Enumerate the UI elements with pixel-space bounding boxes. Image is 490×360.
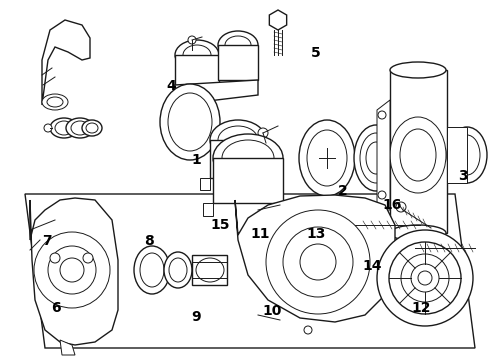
Circle shape [188,36,196,44]
Bar [210,140,266,178]
Ellipse shape [50,118,78,138]
Text: 13: 13 [306,227,326,241]
Text: 16: 16 [382,198,402,212]
Polygon shape [30,198,118,345]
Polygon shape [377,100,390,210]
Circle shape [411,264,439,292]
Circle shape [378,191,386,199]
Ellipse shape [366,142,386,174]
Text: 8: 8 [145,234,154,248]
Circle shape [347,220,357,230]
Text: 11: 11 [250,227,270,241]
Circle shape [304,326,312,334]
Polygon shape [235,195,395,322]
Ellipse shape [390,225,446,241]
Bar [175,55,219,85]
Ellipse shape [134,246,170,294]
Ellipse shape [169,258,187,282]
Circle shape [60,258,84,282]
Circle shape [377,230,473,326]
Polygon shape [25,194,475,348]
Ellipse shape [183,45,211,65]
Ellipse shape [168,93,212,151]
Text: 9: 9 [191,310,201,324]
Ellipse shape [354,125,398,191]
Circle shape [34,232,110,308]
Text: 15: 15 [211,218,230,232]
Ellipse shape [299,120,355,196]
Text: 10: 10 [262,305,282,318]
Bar [447,127,467,183]
Ellipse shape [210,120,266,160]
Ellipse shape [42,94,68,110]
Text: 6: 6 [51,301,61,315]
Ellipse shape [164,252,192,288]
Text: 12: 12 [412,301,431,315]
Text: 5: 5 [311,46,321,60]
Ellipse shape [47,97,63,107]
Circle shape [44,124,52,132]
Circle shape [50,253,60,263]
Circle shape [266,210,370,314]
Ellipse shape [82,120,102,136]
Text: 3: 3 [458,170,468,183]
Text: 14: 14 [363,260,382,273]
Ellipse shape [196,258,224,282]
Ellipse shape [307,130,347,186]
Circle shape [300,244,336,280]
Ellipse shape [447,127,487,183]
Ellipse shape [140,253,164,287]
Ellipse shape [86,123,98,133]
Ellipse shape [222,140,274,176]
Ellipse shape [400,129,436,181]
Text: 7: 7 [42,234,51,248]
Ellipse shape [213,134,283,182]
Ellipse shape [225,36,251,54]
Circle shape [401,254,449,302]
Text: 2: 2 [338,184,348,198]
Ellipse shape [218,31,258,59]
Polygon shape [42,20,90,105]
Ellipse shape [454,135,480,175]
Bar [218,45,258,80]
Circle shape [48,246,96,294]
Bar [213,158,283,203]
Circle shape [396,202,406,212]
Circle shape [83,253,93,263]
Circle shape [407,243,417,253]
Ellipse shape [71,121,89,135]
Text: 1: 1 [191,153,201,167]
Circle shape [283,227,353,297]
Polygon shape [270,10,287,30]
Ellipse shape [360,133,392,183]
Ellipse shape [390,62,446,78]
Ellipse shape [218,126,258,154]
Ellipse shape [55,121,73,135]
Polygon shape [283,203,293,216]
Polygon shape [175,80,258,105]
Text: 4: 4 [167,80,176,93]
Bar [192,255,227,285]
Polygon shape [266,178,276,190]
Circle shape [418,271,432,285]
Circle shape [389,242,461,314]
Ellipse shape [66,118,94,138]
Circle shape [378,111,386,119]
Ellipse shape [160,84,220,160]
Ellipse shape [175,40,219,70]
Ellipse shape [390,117,446,193]
Polygon shape [200,178,210,190]
Polygon shape [390,70,447,233]
Polygon shape [203,203,213,216]
Circle shape [258,128,268,138]
Polygon shape [60,340,75,355]
